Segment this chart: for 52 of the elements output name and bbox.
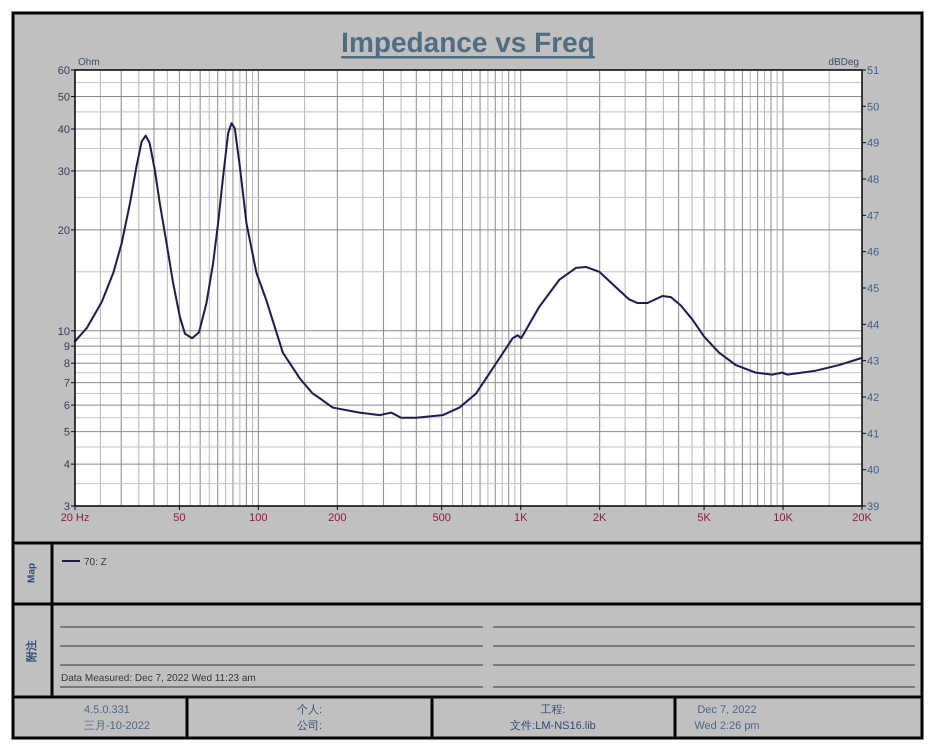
text: 工程:	[540, 704, 566, 716]
y-tick-label: 8	[64, 358, 70, 370]
text: Wed 2:26 pm	[694, 720, 760, 732]
y2-tick-label: 40	[867, 464, 880, 477]
y-tick-label: 4	[64, 459, 70, 472]
text: 公司:	[297, 720, 322, 732]
y-tick-label: 60	[58, 65, 70, 77]
y2-tick-label: 41	[867, 428, 880, 440]
text: Data Measured: Dec 7, 2022 Wed 11:23 am	[61, 673, 256, 684]
y-tick-label: 6	[64, 400, 70, 412]
text: 附注	[25, 640, 38, 662]
y-axis-title: Ohm	[78, 57, 100, 68]
y2-tick-label: 47	[867, 210, 880, 222]
y2-tick-label: 48	[867, 174, 880, 186]
x-tick-label: 50	[173, 512, 186, 524]
y-tick-label: 50	[58, 92, 70, 104]
y-tick-label: 30	[58, 166, 70, 178]
x-tick-label: 100	[249, 512, 268, 524]
legend: 70: Z	[62, 557, 107, 568]
y-tick-label: 5	[64, 426, 70, 439]
x-tick-label: 10K	[773, 512, 794, 524]
y2-tick-label: 45	[867, 283, 880, 295]
x-tick-label: 200	[328, 512, 347, 524]
y-tick-label: 3	[64, 501, 70, 513]
legend-label: 70: Z	[84, 557, 107, 568]
y2-tick-label: 51	[867, 65, 880, 77]
x-tick-label: 2K	[592, 512, 608, 524]
text: Dec 7, 2022	[697, 704, 757, 716]
y-tick-label: 7	[64, 378, 70, 390]
y2-tick-label: 43	[867, 356, 880, 368]
text: 三月-10-2022	[84, 720, 150, 732]
chart-title: Impedance vs Freq	[341, 27, 595, 58]
x-tick-label: 500	[432, 512, 451, 524]
text: 4.5.0.331	[84, 704, 130, 716]
y2-tick-label: 50	[867, 101, 880, 114]
y2-tick-label: 42	[867, 392, 880, 404]
y2-axis-title: dBDeg	[828, 57, 859, 68]
y-tick-label: 10	[58, 326, 70, 338]
x-tick-label: 20K	[852, 512, 872, 524]
y2-tick-label: 46	[867, 246, 880, 259]
y-tick-label: 40	[58, 124, 70, 136]
y2-tick-label: 49	[867, 138, 880, 150]
x-tick-label: 20 Hz	[60, 512, 90, 524]
text: Map	[26, 563, 38, 583]
x-tick-label: 1K	[514, 512, 528, 524]
y-tick-label: 9	[64, 341, 70, 354]
text: 个人:	[297, 704, 322, 716]
y2-tick-label: 44	[867, 319, 880, 332]
text: 文件:LM-NS16.lib	[510, 719, 596, 732]
x-tick-label: 5K	[697, 512, 712, 524]
y2-tick-label: 39	[867, 501, 880, 513]
y-tick-label: 20	[58, 224, 70, 237]
